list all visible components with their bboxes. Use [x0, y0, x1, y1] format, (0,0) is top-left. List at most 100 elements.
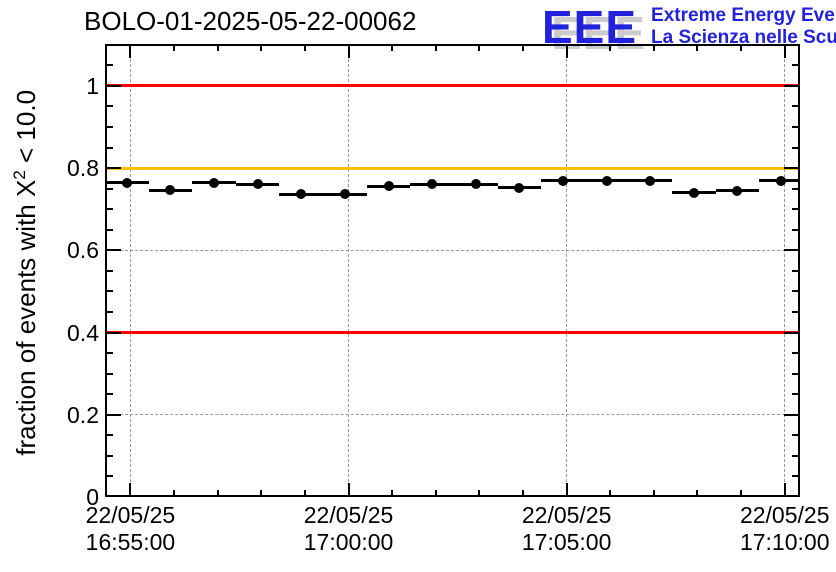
- y-major-tick-right: [784, 84, 800, 87]
- x-minor-tick-top: [303, 44, 306, 51]
- x-tick-time: 16:55:00: [85, 529, 176, 555]
- y-minor-tick-right: [792, 290, 800, 293]
- x-major-tick-top: [347, 44, 350, 58]
- y-minor-tick-right: [792, 475, 800, 478]
- y-major-tick-right: [784, 331, 800, 334]
- y-minor-tick-left: [105, 187, 113, 190]
- y-tick-label: 0: [86, 484, 99, 510]
- x-tick-time: 17:10:00: [739, 529, 830, 555]
- gridline-horizontal: [105, 249, 800, 251]
- eee-tagline-english: Extreme Energy Events: [651, 5, 836, 26]
- data-point-marker: [165, 185, 176, 196]
- x-minor-tick-top: [173, 44, 176, 51]
- x-major-tick-bottom: [783, 483, 786, 497]
- data-point-marker: [645, 175, 656, 186]
- data-point-marker: [339, 189, 350, 200]
- y-minor-tick-left: [105, 269, 113, 272]
- y-major-tick-right: [784, 249, 800, 252]
- x-major-tick-top: [565, 44, 568, 58]
- gridline-vertical: [129, 44, 131, 497]
- y-minor-tick-left: [105, 64, 113, 67]
- x-minor-tick-bottom: [303, 490, 306, 497]
- x-tick-date: 22/05/25: [739, 502, 830, 528]
- x-minor-tick-bottom: [696, 490, 699, 497]
- x-minor-tick-bottom: [391, 490, 394, 497]
- y-major-tick-right: [784, 167, 800, 170]
- x-tick-date: 22/05/25: [85, 502, 176, 528]
- y-major-tick-left: [105, 167, 121, 170]
- x-major-tick-bottom: [565, 483, 568, 497]
- y-minor-tick-right: [792, 269, 800, 272]
- y-minor-tick-right: [792, 187, 800, 190]
- gridline-horizontal: [105, 414, 800, 416]
- y-minor-tick-left: [105, 393, 113, 396]
- x-major-tick-top: [129, 44, 132, 58]
- gridline-vertical: [784, 44, 786, 497]
- plot-frame-border: [105, 44, 800, 497]
- x-minor-tick-top: [609, 44, 612, 51]
- x-major-tick-bottom: [347, 483, 350, 497]
- x-minor-tick-bottom: [260, 490, 263, 497]
- data-point-marker: [558, 175, 568, 186]
- x-minor-tick-top: [216, 44, 219, 51]
- x-major-tick-top: [783, 44, 786, 58]
- y-major-tick-left: [105, 331, 121, 334]
- x-tick-label: 22/05/25 16:55:00: [65, 502, 195, 556]
- y-minor-tick-left: [105, 434, 113, 437]
- x-minor-tick-top: [478, 44, 481, 51]
- x-minor-tick-top: [391, 44, 394, 51]
- data-point-marker: [427, 179, 438, 190]
- y-minor-tick-left: [105, 372, 113, 375]
- y-minor-tick-left: [105, 105, 113, 108]
- y-minor-tick-right: [792, 393, 800, 396]
- y-minor-tick-left: [105, 208, 113, 211]
- x-minor-tick-bottom: [478, 490, 481, 497]
- x-tick-time: 17:00:00: [303, 529, 394, 555]
- x-minor-tick-bottom: [434, 490, 437, 497]
- eee-logo: EEE Extreme Energy Events La Scienza nel…: [542, 2, 836, 52]
- data-point-marker: [209, 177, 220, 188]
- data-point-marker: [252, 179, 263, 190]
- x-tick-label: 22/05/25 17:05:00: [502, 502, 632, 556]
- x-tick-date: 22/05/25: [303, 502, 394, 528]
- y-major-tick-left: [105, 249, 121, 252]
- gridline-vertical: [348, 44, 350, 497]
- y-minor-tick-left: [105, 454, 113, 457]
- x-tick-date: 22/05/25: [521, 502, 612, 528]
- x-major-tick-bottom: [129, 483, 132, 497]
- y-minor-tick-left: [105, 352, 113, 355]
- y-minor-tick-right: [792, 208, 800, 211]
- y-minor-tick-right: [792, 454, 800, 457]
- y-tick-label: 0.2: [67, 401, 99, 428]
- y-minor-tick-right: [792, 372, 800, 375]
- y-minor-tick-left: [105, 290, 113, 293]
- y-minor-tick-right: [792, 126, 800, 129]
- x-minor-tick-bottom: [609, 490, 612, 497]
- x-minor-tick-top: [522, 44, 525, 51]
- x-minor-tick-bottom: [652, 490, 655, 497]
- data-point-marker: [514, 182, 525, 193]
- eee-tagline-italian: La Scienza nelle Scuole: [651, 27, 836, 48]
- reference-line: [105, 331, 800, 335]
- y-axis-title: fraction of events with X2 < 10.0: [10, 89, 41, 456]
- data-point-marker: [296, 189, 307, 200]
- gridline-vertical: [566, 44, 568, 497]
- eee-logo-taglines: Extreme Energy Events La Scienza nelle S…: [651, 2, 836, 49]
- y-major-tick-right: [784, 413, 800, 416]
- y-minor-tick-left: [105, 475, 113, 478]
- x-minor-tick-top: [696, 44, 699, 51]
- y-minor-tick-right: [792, 352, 800, 355]
- y-tick-label: 0.6: [67, 237, 99, 264]
- y-minor-tick-right: [792, 64, 800, 67]
- data-point-marker: [470, 179, 481, 190]
- x-tick-label: 22/05/25 17:10:00: [720, 502, 836, 556]
- reference-line: [105, 84, 800, 88]
- y-minor-tick-right: [792, 228, 800, 231]
- data-point-marker: [732, 185, 743, 196]
- x-tick-label: 22/05/25 17:00:00: [284, 502, 414, 556]
- x-minor-tick-top: [652, 44, 655, 51]
- y-minor-tick-left: [105, 126, 113, 129]
- y-minor-tick-right: [792, 434, 800, 437]
- x-tick-time: 17:05:00: [521, 529, 612, 555]
- x-minor-tick-bottom: [216, 490, 219, 497]
